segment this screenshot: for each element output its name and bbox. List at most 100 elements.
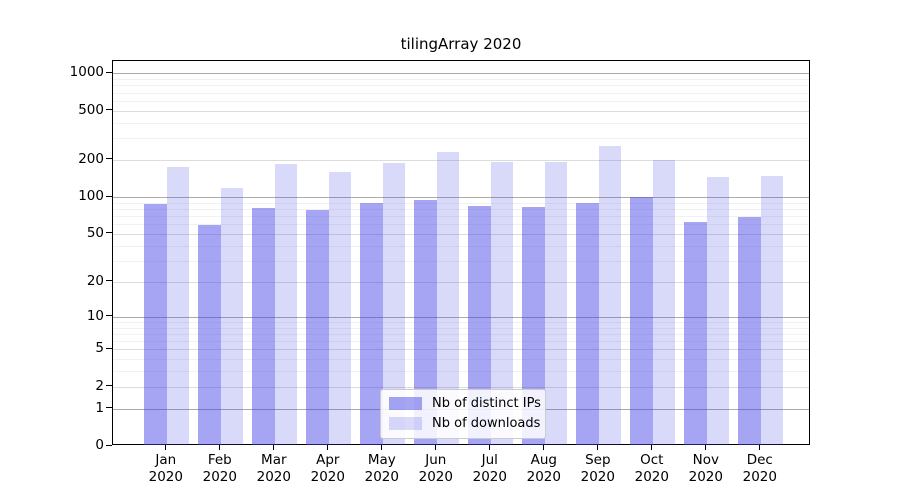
x-tick-sep [597, 445, 599, 450]
bar-feb-distinct-ips [198, 225, 221, 445]
bar-mar-distinct-ips [252, 207, 275, 445]
x-tick-feb [219, 445, 221, 450]
bar-may-distinct-ips [360, 202, 383, 445]
x-tick-label-apr: Apr 2020 [310, 452, 345, 485]
bar-dec-distinct-ips [738, 216, 761, 445]
y-tick-100 [106, 195, 112, 197]
y-tick-label-1000: 1000 [69, 64, 104, 81]
bar-feb-downloads [220, 188, 244, 445]
x-tick-label-feb: Feb 2020 [202, 452, 237, 485]
gridline-100 [113, 197, 809, 199]
y-tick-label-500: 500 [78, 101, 104, 118]
y-tick-50 [106, 232, 112, 234]
x-tick-label-nov: Nov 2020 [688, 452, 723, 485]
legend-swatch-distinct-ips [389, 397, 422, 410]
bar-apr-downloads [328, 171, 352, 445]
gridline-6 [113, 341, 809, 342]
y-tick-5 [106, 347, 112, 349]
legend-label-downloads: Nb of downloads [432, 416, 541, 431]
plot-area: Nb of distinct IPs Nb of downloads [112, 59, 810, 445]
y-tick-20 [106, 280, 112, 282]
x-tick-nov [705, 445, 707, 450]
x-tick-label-dec: Dec 2020 [742, 452, 777, 485]
gridline-4 [113, 359, 809, 361]
gridline-70 [113, 216, 809, 218]
bar-may-downloads [382, 162, 406, 445]
bar-jan-distinct-ips [144, 203, 167, 445]
gridline-400 [113, 122, 809, 124]
bar-sep-downloads [598, 146, 622, 445]
x-tick-label-sep: Sep 2020 [580, 452, 615, 485]
gridline-40 [113, 245, 809, 247]
gridline-3 [113, 371, 809, 373]
gridline-9 [113, 321, 809, 323]
y-tick-label-100: 100 [78, 188, 104, 205]
bar-oct-distinct-ips [630, 197, 653, 445]
gridline-900 [113, 79, 809, 80]
bar-aug-downloads [544, 162, 568, 445]
x-tick-label-jun: Jun 2020 [418, 452, 453, 485]
gridline-10 [113, 316, 809, 318]
bar-jul-distinct-ips [468, 206, 491, 445]
x-tick-label-jul: Jul 2020 [472, 452, 507, 485]
x-tick-may [381, 445, 383, 450]
y-tick-200 [106, 158, 112, 160]
x-tick-dec [759, 445, 761, 450]
gridline-30 [113, 260, 809, 262]
bar-nov-downloads [706, 177, 730, 445]
x-tick-label-mar: Mar 2020 [256, 452, 291, 485]
x-tick-apr [327, 445, 329, 450]
bar-jul-downloads [490, 161, 514, 445]
y-tick-label-20: 20 [86, 272, 104, 289]
y-tick-label-200: 200 [78, 150, 104, 167]
y-tick-label-0: 0 [95, 437, 104, 453]
x-tick-jan [165, 445, 167, 450]
gridline-800 [113, 85, 809, 87]
bar-mar-downloads [274, 164, 298, 445]
legend-label-distinct-ips: Nb of distinct IPs [432, 396, 541, 411]
bar-nov-distinct-ips [684, 221, 707, 445]
bar-jun-distinct-ips [414, 200, 437, 445]
bar-jun-downloads [436, 151, 460, 445]
gridline-50 [113, 233, 809, 235]
y-tick-2 [106, 385, 112, 387]
x-tick-label-oct: Oct 2020 [634, 452, 669, 485]
gridline-500 [113, 110, 809, 112]
y-tick-500 [106, 109, 112, 111]
x-tick-jun [435, 445, 437, 450]
gridline-600 [113, 100, 809, 102]
gridline-7 [113, 333, 809, 335]
gridline-5 [113, 349, 809, 351]
gridline-700 [113, 92, 809, 94]
bar-oct-downloads [652, 159, 676, 445]
gridline-300 [113, 138, 809, 140]
y-tick-0 [106, 444, 112, 446]
legend-swatch-downloads [389, 417, 422, 430]
legend: Nb of distinct IPs Nb of downloads [380, 388, 546, 439]
y-tick-label-1: 1 [95, 399, 104, 416]
legend-item-downloads: Nb of downloads [389, 416, 541, 431]
y-tick-10 [106, 315, 112, 317]
x-tick-label-jan: Jan 2020 [148, 452, 183, 485]
y-tick-1000 [106, 71, 112, 73]
bar-aug-distinct-ips [522, 207, 545, 445]
x-tick-oct [651, 445, 653, 450]
gridline-80 [113, 209, 809, 210]
bar-apr-distinct-ips [306, 209, 329, 445]
gridline-8 [113, 327, 809, 329]
gridline-200 [113, 159, 809, 161]
x-tick-mar [273, 445, 275, 450]
gridline-60 [113, 224, 809, 226]
bar-dec-downloads [760, 175, 784, 445]
gridline-90 [113, 202, 809, 204]
gridline-20 [113, 281, 809, 283]
bar-jan-downloads [166, 167, 190, 445]
x-tick-jul [489, 445, 491, 450]
bar-sep-distinct-ips [576, 202, 599, 445]
x-tick-label-aug: Aug 2020 [526, 452, 561, 485]
gridline-2 [113, 386, 809, 388]
y-tick-label-5: 5 [95, 340, 104, 357]
y-tick-1 [106, 407, 112, 409]
y-tick-label-10: 10 [86, 307, 104, 324]
